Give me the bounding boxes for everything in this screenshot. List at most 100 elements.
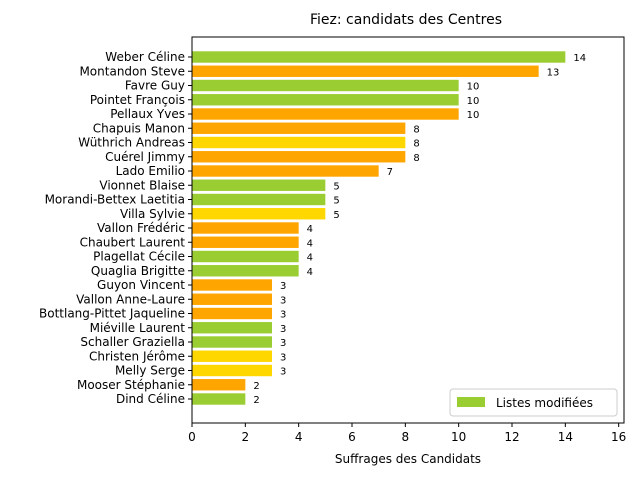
x-tick-label: 6 (348, 430, 356, 444)
bar-group: Guyon Vincent 3 (97, 278, 286, 292)
value-label: 4 (307, 238, 313, 249)
category-label: Christen Jérôme (89, 349, 185, 363)
value-label: 3 (280, 338, 286, 349)
bar-group: Mooser Stéphanie 2 (77, 378, 260, 392)
category-label: Favre Guy (125, 79, 185, 93)
bar (192, 94, 459, 106)
bar-group: Wüthrich Andreas 8 (78, 136, 419, 150)
x-tick-label: 10 (451, 430, 466, 444)
bar-group: Dind Céline 2 (116, 392, 260, 406)
bar (192, 265, 299, 277)
category-label: Mooser Stéphanie (77, 378, 185, 392)
category-label: Vallon Anne-Laure (76, 292, 185, 306)
category-label: Chapuis Manon (93, 121, 185, 135)
value-label: 14 (573, 53, 586, 64)
bar (192, 108, 459, 120)
value-label: 5 (333, 181, 339, 192)
category-label: Miéville Laurent (90, 321, 186, 335)
value-label: 2 (253, 395, 259, 406)
category-label: Vionnet Blaise (99, 178, 185, 192)
bar-group: Vallon Frédéric 4 (97, 221, 313, 235)
bar (192, 393, 246, 405)
value-label: 10 (467, 96, 480, 107)
bar-group: Bottlang-Pittet Jaqueline 3 (39, 307, 286, 321)
bar-group: Melly Serge 3 (115, 364, 286, 378)
value-label: 5 (333, 210, 339, 221)
bar (192, 379, 246, 391)
bar-group: Cuérel Jimmy 8 (105, 150, 420, 164)
bar-group: Weber Céline 14 (105, 50, 586, 64)
category-label: Bottlang-Pittet Jaqueline (39, 307, 185, 321)
bar-group: Christen Jérôme 3 (89, 349, 286, 363)
bar (192, 222, 299, 234)
bar (192, 208, 326, 220)
category-label: Pellaux Yves (110, 107, 185, 121)
bar (192, 65, 539, 77)
bar-group: Quaglia Brigitte 4 (91, 264, 313, 278)
legend-swatch (457, 397, 485, 407)
bar (192, 165, 379, 177)
value-label: 4 (307, 224, 313, 235)
bars-layer: Weber Céline 14 Montandon Steve 13 Favre Guy… (39, 50, 586, 406)
bar-group: Pellaux Yves 10 (110, 107, 479, 121)
bar (192, 51, 566, 63)
bar (192, 179, 326, 191)
x-tick-label: 16 (611, 430, 626, 444)
value-label: 8 (413, 124, 419, 135)
bar-group: Villa Sylvie 5 (120, 207, 340, 221)
category-label: Quaglia Brigitte (91, 264, 185, 278)
category-label: Melly Serge (115, 364, 185, 378)
chart-title: Fiez: candidats des Centres (310, 12, 502, 28)
bar-group: Pointet François 10 (90, 93, 480, 107)
x-axis-ticks: 0 2 4 6 8 10 12 14 16 (188, 423, 626, 444)
legend-box (449, 388, 618, 417)
category-label: Weber Céline (105, 50, 185, 64)
bar-group: Plagellat Cécile 4 (93, 250, 313, 264)
value-label: 3 (280, 281, 286, 292)
value-label: 4 (307, 267, 313, 278)
bar (192, 193, 326, 206)
value-label: 10 (467, 82, 480, 93)
bar (192, 307, 272, 320)
bar (192, 293, 272, 305)
bar-group: Morandi-Bettex Laetitia 5 (45, 193, 340, 207)
bar (192, 79, 459, 92)
value-label: 13 (547, 67, 560, 78)
category-label: Lado Emilio (116, 164, 185, 178)
bar-group: Miéville Laurent 3 (90, 321, 287, 335)
category-label: Cuérel Jimmy (105, 150, 185, 164)
bar (192, 136, 406, 149)
bar (192, 236, 299, 248)
category-label: Plagellat Cécile (93, 250, 185, 264)
value-label: 3 (280, 295, 286, 306)
bar-group: Favre Guy 10 (125, 79, 480, 93)
x-tick-label: 4 (295, 430, 303, 444)
category-label: Montandon Steve (79, 64, 185, 78)
bar-group: Vallon Anne-Laure 3 (76, 292, 286, 306)
value-label: 10 (467, 110, 480, 121)
bar (192, 151, 406, 163)
bar (192, 250, 299, 263)
bar-group: Vionnet Blaise 5 (99, 178, 339, 192)
category-label: Schaller Graziella (80, 335, 185, 349)
value-label: 4 (307, 253, 313, 264)
value-label: 7 (387, 167, 393, 178)
x-tick-label: 0 (188, 430, 196, 444)
category-label: Wüthrich Andreas (78, 136, 185, 150)
bar-group: Lado Emilio 7 (116, 164, 393, 178)
bar (192, 350, 272, 362)
x-tick-label: 2 (242, 430, 250, 444)
x-tick-label: 12 (504, 430, 519, 444)
category-label: Chaubert Laurent (80, 235, 186, 249)
category-label: Guyon Vincent (97, 278, 185, 292)
bar (192, 322, 272, 334)
bar (192, 122, 406, 134)
value-label: 3 (280, 367, 286, 378)
bar (192, 364, 272, 377)
bar-group: Chaubert Laurent 4 (80, 235, 313, 249)
value-label: 2 (253, 381, 259, 392)
category-label: Pointet François (90, 93, 185, 107)
bar-group: Chapuis Manon 8 (93, 121, 420, 135)
bar-group: Montandon Steve 13 (79, 64, 559, 78)
